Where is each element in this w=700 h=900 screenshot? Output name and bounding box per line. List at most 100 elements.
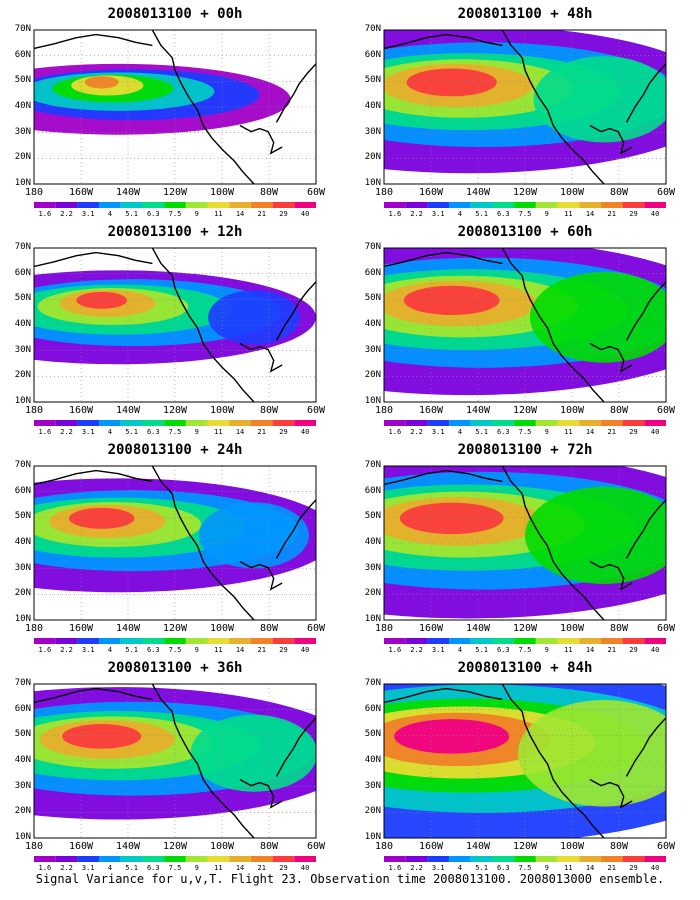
lat-tick-label: 40N bbox=[14, 755, 31, 765]
lat-tick-label: 20N bbox=[364, 806, 381, 817]
map-panel: 2008013100 + 72h 70N 60N 50N 40N 30N 20N 10N 180… bbox=[350, 436, 700, 658]
colorbar-label: 5.1 bbox=[125, 210, 138, 218]
colorbar-label: 29 bbox=[629, 646, 638, 654]
lon-tick-label: 80W bbox=[259, 623, 279, 634]
lon-tick-label: 100W bbox=[559, 187, 585, 198]
lon-tick-label: 160W bbox=[418, 841, 444, 852]
colorbar-label: 40 bbox=[300, 210, 310, 218]
panel-title: 2008013100 + 24h bbox=[107, 442, 243, 458]
lat-tick-label: 70N bbox=[364, 678, 381, 688]
lon-tick-label: 60W bbox=[656, 841, 676, 852]
colorbar-label: 1.6 bbox=[388, 210, 402, 218]
lat-tick-label: 60N bbox=[14, 267, 31, 278]
lon-tick-label: 180 bbox=[24, 405, 44, 416]
lon-tick-label: 80W bbox=[259, 187, 279, 198]
lon-tick-label: 100W bbox=[559, 405, 585, 416]
colorbar-label: 3.1 bbox=[81, 646, 95, 654]
map-panel: 2008013100 + 84h 70N 60N 50N 40N 30N 20N 10N 180… bbox=[350, 654, 700, 876]
map-panel: 2008013100 + 00h 70N 60N 50N 40N 30N 20N 10N 180… bbox=[0, 0, 350, 222]
lat-tick-label: 60N bbox=[14, 49, 31, 60]
colorbar-label: 7.5 bbox=[168, 864, 182, 872]
colorbar-label: 7.5 bbox=[168, 428, 182, 436]
colorbar-label: 2.2 bbox=[410, 646, 423, 654]
lat-tick-label: 20N bbox=[364, 370, 381, 381]
colorbar-label: 21 bbox=[607, 864, 616, 872]
colorbar-label: 14 bbox=[585, 864, 595, 872]
lon-tick-label: 60W bbox=[656, 405, 676, 416]
lat-tick-label: 30N bbox=[14, 780, 31, 791]
lat-tick-label: 50N bbox=[364, 293, 381, 304]
lon-tick-label: 120W bbox=[162, 187, 188, 198]
colorbar-label: 9 bbox=[194, 210, 199, 218]
colorbar-label: 3.1 bbox=[81, 210, 95, 218]
colorbar-label: 40 bbox=[300, 428, 310, 436]
lat-tick-label: 70N bbox=[14, 678, 31, 688]
lon-tick-label: 180 bbox=[24, 187, 44, 198]
colorbar-label: 7.5 bbox=[168, 646, 182, 654]
lat-tick-label: 30N bbox=[14, 562, 31, 573]
lat-tick-label: 60N bbox=[364, 485, 381, 496]
colorbar-label: 21 bbox=[607, 428, 616, 436]
colorbar-label: 14 bbox=[235, 428, 245, 436]
map-panel: 2008013100 + 60h 70N 60N 50N 40N 30N 20N 10N 180… bbox=[350, 218, 700, 440]
lat-tick-label: 10N bbox=[14, 396, 31, 406]
lat-tick-label: 40N bbox=[364, 755, 381, 765]
variance-map bbox=[383, 29, 667, 208]
panel-title: 2008013100 + 36h bbox=[107, 660, 243, 676]
colorbar-label: 29 bbox=[629, 428, 638, 436]
lon-tick-label: 60W bbox=[306, 623, 326, 634]
lat-tick-label: 50N bbox=[364, 511, 381, 522]
lat-tick-label: 20N bbox=[14, 370, 31, 381]
lat-tick-label: 70N bbox=[364, 460, 381, 470]
lon-tick-label: 140W bbox=[115, 623, 141, 634]
lat-tick-label: 20N bbox=[14, 806, 31, 817]
colorbar-label: 5.1 bbox=[475, 210, 488, 218]
colorbar-label: 40 bbox=[650, 428, 660, 436]
lon-tick-label: 180 bbox=[374, 841, 394, 852]
colorbar-label: 1.6 bbox=[388, 646, 402, 654]
lon-tick-label: 140W bbox=[465, 187, 491, 198]
panel-title: 2008013100 + 48h bbox=[457, 6, 593, 22]
colorbar-label: 1.6 bbox=[38, 428, 52, 436]
colorbar-label: 3.1 bbox=[431, 646, 445, 654]
lon-tick-label: 80W bbox=[609, 841, 629, 852]
colorbar-label: 6.3 bbox=[146, 210, 160, 218]
lon-tick-label: 180 bbox=[374, 405, 394, 416]
colorbar-label: 21 bbox=[607, 210, 616, 218]
lat-tick-label: 30N bbox=[364, 344, 381, 355]
variance-map bbox=[33, 683, 317, 862]
variance-map bbox=[33, 247, 317, 426]
lon-tick-label: 100W bbox=[559, 841, 585, 852]
lat-tick-label: 40N bbox=[364, 319, 381, 329]
colorbar-label: 6.3 bbox=[496, 864, 510, 872]
lon-tick-label: 80W bbox=[609, 405, 629, 416]
map-panel: 2008013100 + 12h 70N 60N 50N 40N 30N 20N 10N 180… bbox=[0, 218, 350, 440]
variance-map bbox=[33, 29, 317, 208]
colorbar-label: 2.2 bbox=[60, 210, 73, 218]
lat-tick-label: 70N bbox=[14, 24, 31, 34]
colorbar-label: 9 bbox=[544, 210, 549, 218]
colorbar-label: 4 bbox=[457, 428, 463, 436]
lat-tick-label: 20N bbox=[364, 588, 381, 599]
lon-tick-label: 120W bbox=[512, 187, 538, 198]
lon-tick-label: 160W bbox=[418, 187, 444, 198]
colorbar-label: 7.5 bbox=[518, 864, 532, 872]
colorbar-label: 1.6 bbox=[388, 428, 402, 436]
panel-title: 2008013100 + 72h bbox=[457, 442, 593, 458]
panel-title: 2008013100 + 60h bbox=[457, 224, 593, 240]
figure-caption: Signal Variance for u,v,T. Flight 23. Ob… bbox=[35, 872, 665, 886]
colorbar-label: 4 bbox=[457, 210, 463, 218]
colorbar-label: 11 bbox=[214, 210, 223, 218]
colorbar-label: 4 bbox=[457, 864, 463, 872]
lat-tick-label: 60N bbox=[364, 267, 381, 278]
lat-tick-label: 10N bbox=[14, 832, 31, 842]
lon-tick-label: 120W bbox=[512, 623, 538, 634]
colorbar-label: 2.2 bbox=[410, 428, 423, 436]
lat-tick-label: 20N bbox=[364, 152, 381, 163]
colorbar-label: 9 bbox=[544, 646, 549, 654]
colorbar-label: 1.6 bbox=[38, 864, 52, 872]
colorbar-label: 14 bbox=[585, 428, 595, 436]
colorbar-label: 29 bbox=[279, 646, 288, 654]
colorbar-label: 6.3 bbox=[146, 864, 160, 872]
colorbar-label: 40 bbox=[650, 210, 660, 218]
